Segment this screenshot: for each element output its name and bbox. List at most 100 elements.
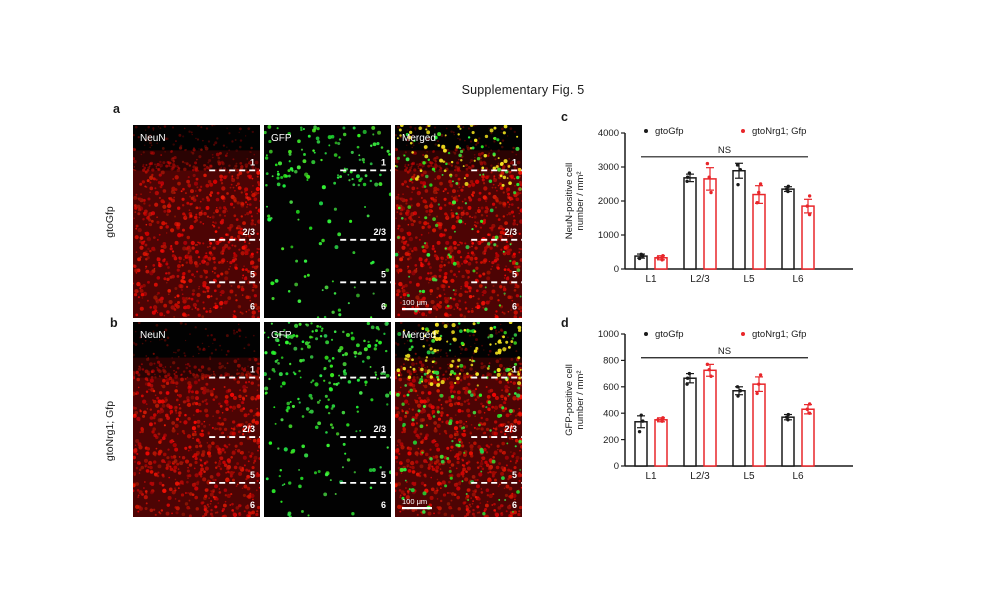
y-tick-label: 1000 bbox=[598, 329, 619, 340]
data-point bbox=[758, 182, 763, 186]
micro-image-gfp-b: 1 2/3 5 6 GFP bbox=[264, 322, 391, 517]
bar-gtoNrg1Gfp-L6 bbox=[801, 205, 815, 270]
data-point bbox=[687, 171, 692, 175]
panel-letter-a: a bbox=[113, 102, 120, 116]
layer-label: 1 bbox=[381, 157, 386, 167]
data-point bbox=[735, 163, 740, 167]
bar-gtoGfp-L6 bbox=[781, 188, 795, 270]
layer-label: 2/3 bbox=[504, 227, 517, 237]
layer-label: 1 bbox=[250, 157, 255, 167]
layer-label: 6 bbox=[512, 500, 517, 510]
data-point bbox=[786, 412, 791, 417]
bar-gtoGfp-L5 bbox=[732, 390, 746, 467]
data-point bbox=[807, 411, 812, 415]
channel-label: Merged bbox=[402, 330, 436, 341]
channel-label: Merged bbox=[402, 133, 436, 144]
layer-label: 5 bbox=[512, 269, 517, 279]
data-point bbox=[758, 373, 763, 377]
figure-title: Supplementary Fig. 5 bbox=[461, 83, 585, 97]
x-tick-label: L2/3 bbox=[690, 471, 710, 482]
chart-gfp-positive-cells: 0 200 400 600 800 1000 GFP-positive cellnumber… bbox=[556, 320, 866, 497]
data-point bbox=[637, 256, 642, 261]
y-tick-label: 4000 bbox=[598, 128, 619, 139]
micro-image-merged-a: 1 2/3 5 6 Merged 100 μm bbox=[395, 125, 522, 318]
x-tick-label: L2/3 bbox=[690, 274, 710, 285]
data-point bbox=[755, 201, 759, 205]
data-point bbox=[661, 254, 665, 258]
data-point bbox=[755, 391, 759, 396]
layer-label: 6 bbox=[250, 301, 255, 311]
x-tick-label: L6 bbox=[792, 471, 804, 482]
bar-gtoGfp-L23 bbox=[683, 377, 697, 467]
x-tick-label: L1 bbox=[645, 471, 657, 482]
y-axis-title: GFP-positive cellnumber / mm² bbox=[564, 364, 586, 436]
legend-label: gtoNrg1; Gfp bbox=[752, 329, 806, 340]
layer-label: 1 bbox=[250, 365, 255, 375]
ns-label: NS bbox=[718, 346, 731, 357]
scalebar-line bbox=[402, 308, 432, 311]
layer-label: 1 bbox=[512, 365, 517, 375]
micro-image-neun-a: 1 2/3 5 6 NeuN bbox=[133, 125, 260, 318]
data-point bbox=[709, 374, 713, 378]
data-point bbox=[784, 415, 789, 419]
micro-image-neun-b: 1 2/3 5 6 NeuN bbox=[133, 322, 260, 517]
data-point bbox=[786, 418, 790, 422]
data-point bbox=[805, 204, 809, 208]
layer-label: 6 bbox=[381, 500, 386, 510]
data-point bbox=[685, 175, 690, 179]
data-point bbox=[685, 376, 690, 380]
row-label-gtonrg1-gfp: gtoNrg1; Gfp bbox=[104, 400, 116, 462]
y-tick-label: 3000 bbox=[598, 162, 619, 173]
layer-label: 5 bbox=[381, 470, 386, 480]
bar-gtoNrg1Gfp-L1 bbox=[654, 419, 668, 467]
data-point bbox=[685, 179, 689, 183]
layer-label: 2/3 bbox=[373, 424, 386, 434]
panel-letter-c: c bbox=[561, 110, 568, 124]
legend-label: gtoGfp bbox=[655, 126, 684, 137]
y-tick-label: 200 bbox=[603, 435, 619, 446]
data-point bbox=[807, 402, 812, 406]
legend-marker bbox=[644, 129, 648, 133]
y-tick-label: 800 bbox=[603, 356, 619, 367]
data-point bbox=[660, 419, 664, 423]
layer-label: 5 bbox=[250, 470, 255, 480]
scalebar-label: 100 μm bbox=[402, 497, 427, 506]
data-point bbox=[705, 362, 710, 367]
panel-letter-b: b bbox=[110, 316, 118, 330]
y-axis-title: NeuN-positive cellnumber / mm² bbox=[564, 163, 586, 240]
data-point bbox=[661, 416, 665, 420]
y-tick-label: 2000 bbox=[598, 196, 619, 207]
data-point bbox=[738, 389, 743, 393]
layer-label: 5 bbox=[381, 269, 386, 279]
micro-row-gtonrg1-gfp: 1 2/3 5 6 NeuN 1 2/3 5 6 GFP 1 2/3 5 6 Merged 100 μm bbox=[133, 322, 522, 517]
data-point bbox=[738, 168, 743, 172]
channel-label: NeuN bbox=[140, 330, 166, 341]
y-tick-label: 1000 bbox=[598, 230, 619, 241]
data-point bbox=[709, 190, 713, 195]
data-point bbox=[807, 212, 812, 217]
data-point bbox=[641, 419, 645, 423]
data-point bbox=[757, 382, 761, 386]
micro-row-gtogfp: 1 2/3 5 6 NeuN 1 2/3 5 6 GFP 1 2/3 5 6 Merged 100 μm bbox=[133, 125, 522, 318]
panel-letter-d: d bbox=[561, 316, 569, 330]
data-point bbox=[687, 371, 692, 376]
data-point bbox=[656, 418, 660, 422]
micro-image-merged-b: 1 2/3 5 6 Merged 100 μm bbox=[395, 322, 522, 517]
x-tick-label: L6 bbox=[792, 274, 804, 285]
data-point bbox=[656, 256, 660, 260]
data-point bbox=[805, 407, 809, 411]
data-point bbox=[736, 394, 740, 398]
data-point bbox=[707, 367, 711, 372]
data-point bbox=[639, 413, 643, 417]
bar-gtoNrg1Gfp-L5 bbox=[752, 193, 766, 270]
chart-neun-positive-cells: 0 1000 2000 3000 4000 NeuN-positive cellnumbe… bbox=[556, 114, 866, 297]
layer-label: 2/3 bbox=[242, 227, 255, 237]
data-point bbox=[637, 429, 642, 434]
bar-chart-d: 0 200 400 600 800 1000 GFP-positive cellnumber… bbox=[564, 329, 853, 482]
x-tick-label: L5 bbox=[743, 471, 755, 482]
layer-label: 6 bbox=[512, 301, 517, 311]
layer-label: 6 bbox=[250, 500, 255, 510]
layer-label: 2/3 bbox=[373, 227, 386, 237]
data-point bbox=[807, 194, 812, 198]
